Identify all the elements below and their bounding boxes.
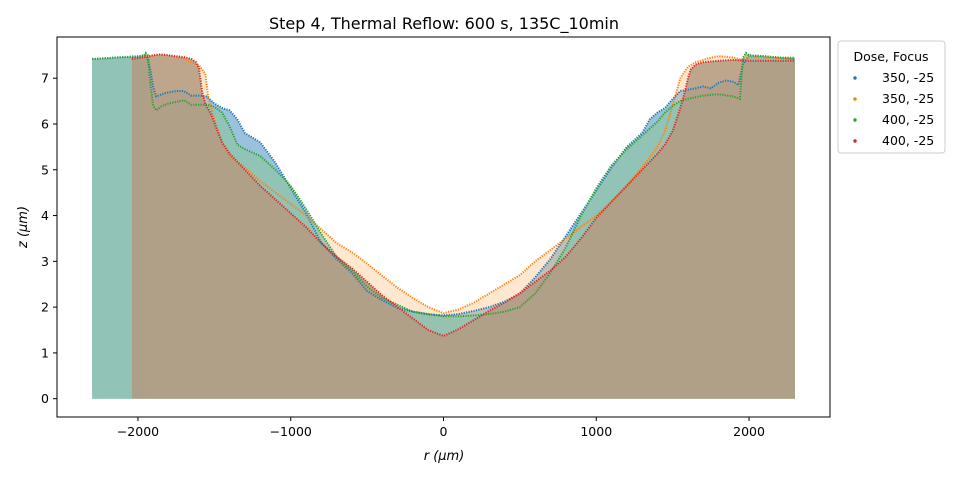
series-lines	[92, 51, 795, 338]
legend-marker-3	[853, 118, 857, 122]
legend-marker-1	[853, 76, 857, 80]
chart-title: Step 4, Thermal Reflow: 600 s, 135C_10mi…	[269, 14, 619, 34]
y-tick-label: 1	[41, 345, 49, 360]
y-tick-label: 6	[41, 116, 49, 131]
y-tick-label: 5	[41, 162, 49, 177]
x-tick-label: 2000	[733, 424, 765, 439]
x-axis: −2000 −1000 0 1000 2000	[117, 417, 765, 439]
legend-label-4: 400, -25	[882, 133, 934, 148]
y-tick-label: 0	[41, 391, 49, 406]
y-axis: 0 1 2 3 4 5 6 7	[41, 71, 57, 406]
legend-marker-4	[853, 139, 857, 143]
y-axis-label: z (μm)	[16, 206, 31, 249]
series-fill-4	[131, 54, 795, 399]
x-axis-label: r (μm)	[424, 449, 465, 464]
legend-label-3: 400, -25	[882, 112, 934, 127]
x-tick-label: −1000	[270, 424, 312, 439]
y-tick-label: 4	[41, 208, 49, 223]
x-tick-label: 1000	[580, 424, 612, 439]
y-tick-label: 3	[41, 254, 49, 269]
legend-label-1: 350, -25	[882, 70, 934, 85]
series-line-1	[92, 54, 795, 317]
legend-marker-2	[853, 97, 857, 101]
legend-box	[837, 40, 946, 154]
series-fills	[92, 53, 795, 399]
x-tick-label: 0	[440, 424, 448, 439]
legend-title: Dose, Focus	[853, 49, 928, 64]
y-tick-label: 2	[41, 300, 49, 315]
legend-label-2: 350, -25	[882, 91, 934, 106]
x-tick-label: −2000	[117, 424, 159, 439]
y-tick-label: 7	[41, 71, 49, 86]
legend: Dose, Focus 350, -25 350, -25 400, -25 400,…	[837, 40, 946, 154]
